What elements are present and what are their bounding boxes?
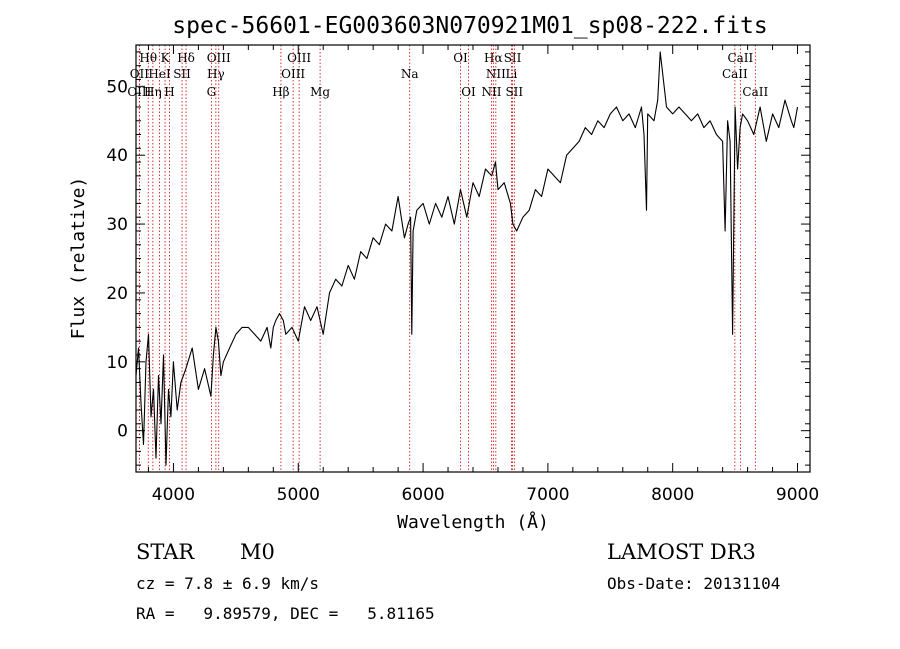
y-tick-label-4: 40 (106, 146, 128, 166)
y-axis-label: Flux (relative) (68, 177, 89, 340)
line-label-2: OIII (127, 85, 151, 99)
line-label-20: SII (504, 51, 522, 65)
x-tick-label-0: 4000 (152, 485, 195, 505)
y-tick-label-1: 10 (106, 353, 128, 373)
line-label-18: OI (461, 85, 476, 99)
survey-name: LAMOST DR3 (607, 540, 756, 564)
line-label-0: Hθ (139, 51, 157, 65)
line-label-27: CaII (742, 85, 768, 99)
x-tick-label-1: 5000 (277, 485, 320, 505)
line-label-23: NII (481, 85, 501, 99)
plot-frame (135, 44, 811, 473)
line-label-10: Hγ (207, 67, 225, 81)
x-tick-label-3: 7000 (526, 485, 569, 505)
line-label-9: OIII (207, 51, 231, 65)
line-label-24: SII (505, 85, 523, 99)
line-label-11: G (207, 85, 217, 99)
x-tick-label-5: 9000 (776, 485, 819, 505)
line-label-21: NII (486, 67, 506, 81)
object-class: STAR (136, 540, 195, 564)
spectrum-line (135, 51, 799, 466)
y-tick-label-2: 20 (106, 284, 128, 304)
y-tick-label-0: 0 (117, 422, 128, 442)
line-label-6: SII (173, 67, 191, 81)
y-axis-ticks: 0 10 20 30 40 50 (106, 51, 810, 466)
spectrum-series (135, 51, 799, 466)
line-label-17: OI (453, 51, 468, 65)
x-tick-label-4: 8000 (651, 485, 694, 505)
line-label-7: Hη (144, 85, 162, 99)
line-label-26: CaII (722, 67, 748, 81)
line-label-3: K (161, 51, 171, 65)
line-label-16: Na (401, 67, 419, 81)
y-tick-label-3: 30 (106, 215, 128, 235)
line-label-22: Li (506, 67, 518, 81)
line-label-5: HeI (148, 67, 171, 81)
line-label-8: H (164, 85, 174, 99)
line-label-4: Hδ (177, 51, 195, 65)
line-label-19: Hα (484, 51, 503, 65)
line-label-25: CaII (727, 51, 753, 65)
line-label-12: Hβ (272, 85, 289, 99)
observation-date: Obs-Date: 20131104 (607, 574, 781, 593)
y-tick-label-5: 50 (106, 77, 128, 97)
coordinates: RA = 9.89579, DEC = 5.81165 (136, 604, 435, 623)
line-label-13: OIII (287, 51, 311, 65)
line-label-14: OIII (281, 67, 305, 81)
x-tick-label-2: 6000 (401, 485, 444, 505)
chart-title: spec-56601-EG003603N070921M01_sp08-222.f… (172, 13, 767, 39)
redshift-velocity: cz = 7.8 ± 6.9 km/s (136, 574, 320, 593)
object-subclass: M0 (240, 540, 275, 564)
x-axis-ticks: 4000 5000 6000 7000 8000 9000 (147, 45, 819, 505)
x-axis-label: Wavelength (Å) (397, 511, 549, 533)
line-label-15: Mg (310, 85, 330, 99)
